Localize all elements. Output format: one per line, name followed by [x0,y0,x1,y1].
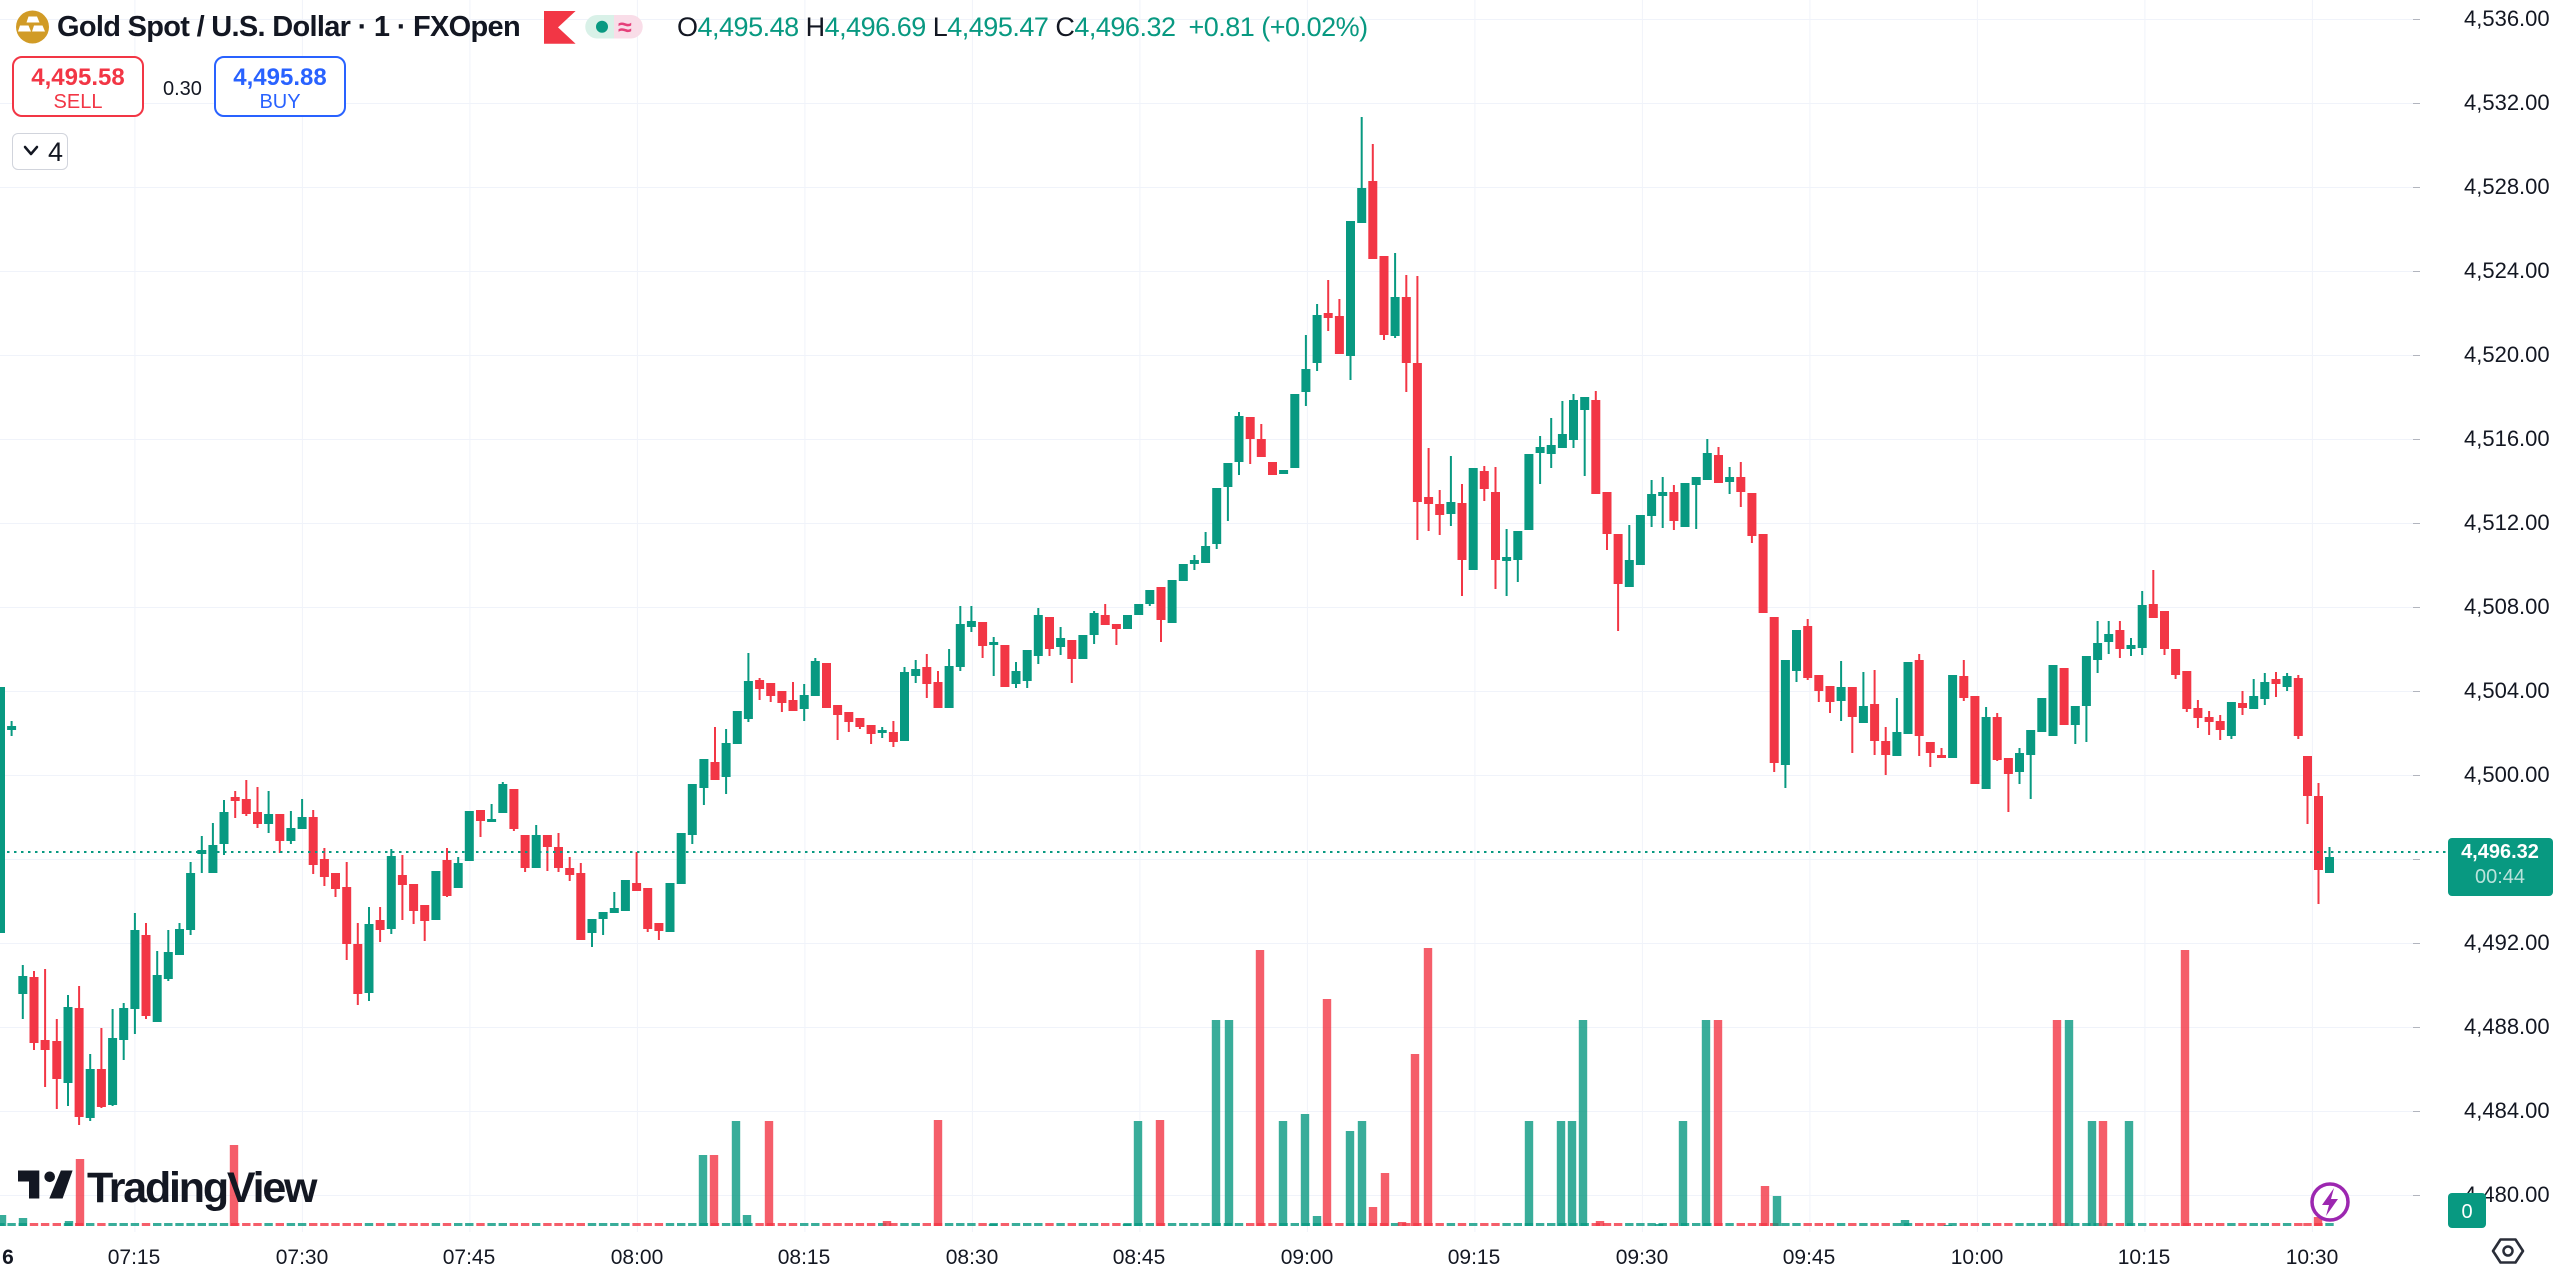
svg-text:07:15: 07:15 [108,1246,161,1269]
svg-text:4,504.00: 4,504.00 [2464,678,2550,703]
svg-text:08:45: 08:45 [1113,1246,1166,1269]
svg-text:4,516.00: 4,516.00 [2464,426,2550,451]
svg-text:07:45: 07:45 [443,1246,496,1269]
svg-text:0: 0 [2461,1201,2472,1223]
svg-text:4,496.32: 4,496.32 [2461,841,2539,863]
svg-text:09:45: 09:45 [1783,1246,1836,1269]
svg-text:4,500.00: 4,500.00 [2464,762,2550,787]
svg-text:≈: ≈ [618,14,632,42]
svg-text:4: 4 [48,137,63,167]
svg-text:09:15: 09:15 [1448,1246,1501,1269]
svg-text:09:00: 09:00 [1281,1246,1334,1269]
svg-text:4,508.00: 4,508.00 [2464,594,2550,619]
svg-text:4,512.00: 4,512.00 [2464,510,2550,535]
svg-text:00:44: 00:44 [2475,866,2525,888]
svg-text:4,492.00: 4,492.00 [2464,930,2550,955]
svg-text:08:15: 08:15 [778,1246,831,1269]
svg-text:4,524.00: 4,524.00 [2464,258,2550,283]
svg-text:10:30: 10:30 [2286,1246,2339,1269]
svg-text:4,532.00: 4,532.00 [2464,90,2550,115]
svg-text:10:15: 10:15 [2118,1246,2171,1269]
svg-text:6: 6 [2,1246,14,1269]
svg-text:4,520.00: 4,520.00 [2464,342,2550,367]
svg-text:TradingView: TradingView [87,1164,318,1212]
svg-text:4,536.00: 4,536.00 [2464,6,2550,31]
svg-text:4,484.00: 4,484.00 [2464,1098,2550,1123]
svg-text:07:30: 07:30 [276,1246,329,1269]
svg-text:08:30: 08:30 [946,1246,999,1269]
svg-text:4,528.00: 4,528.00 [2464,174,2550,199]
svg-text:09:30: 09:30 [1616,1246,1669,1269]
svg-text:10:00: 10:00 [1951,1246,2004,1269]
svg-text:4,488.00: 4,488.00 [2464,1014,2550,1039]
svg-text:08:00: 08:00 [611,1246,664,1269]
